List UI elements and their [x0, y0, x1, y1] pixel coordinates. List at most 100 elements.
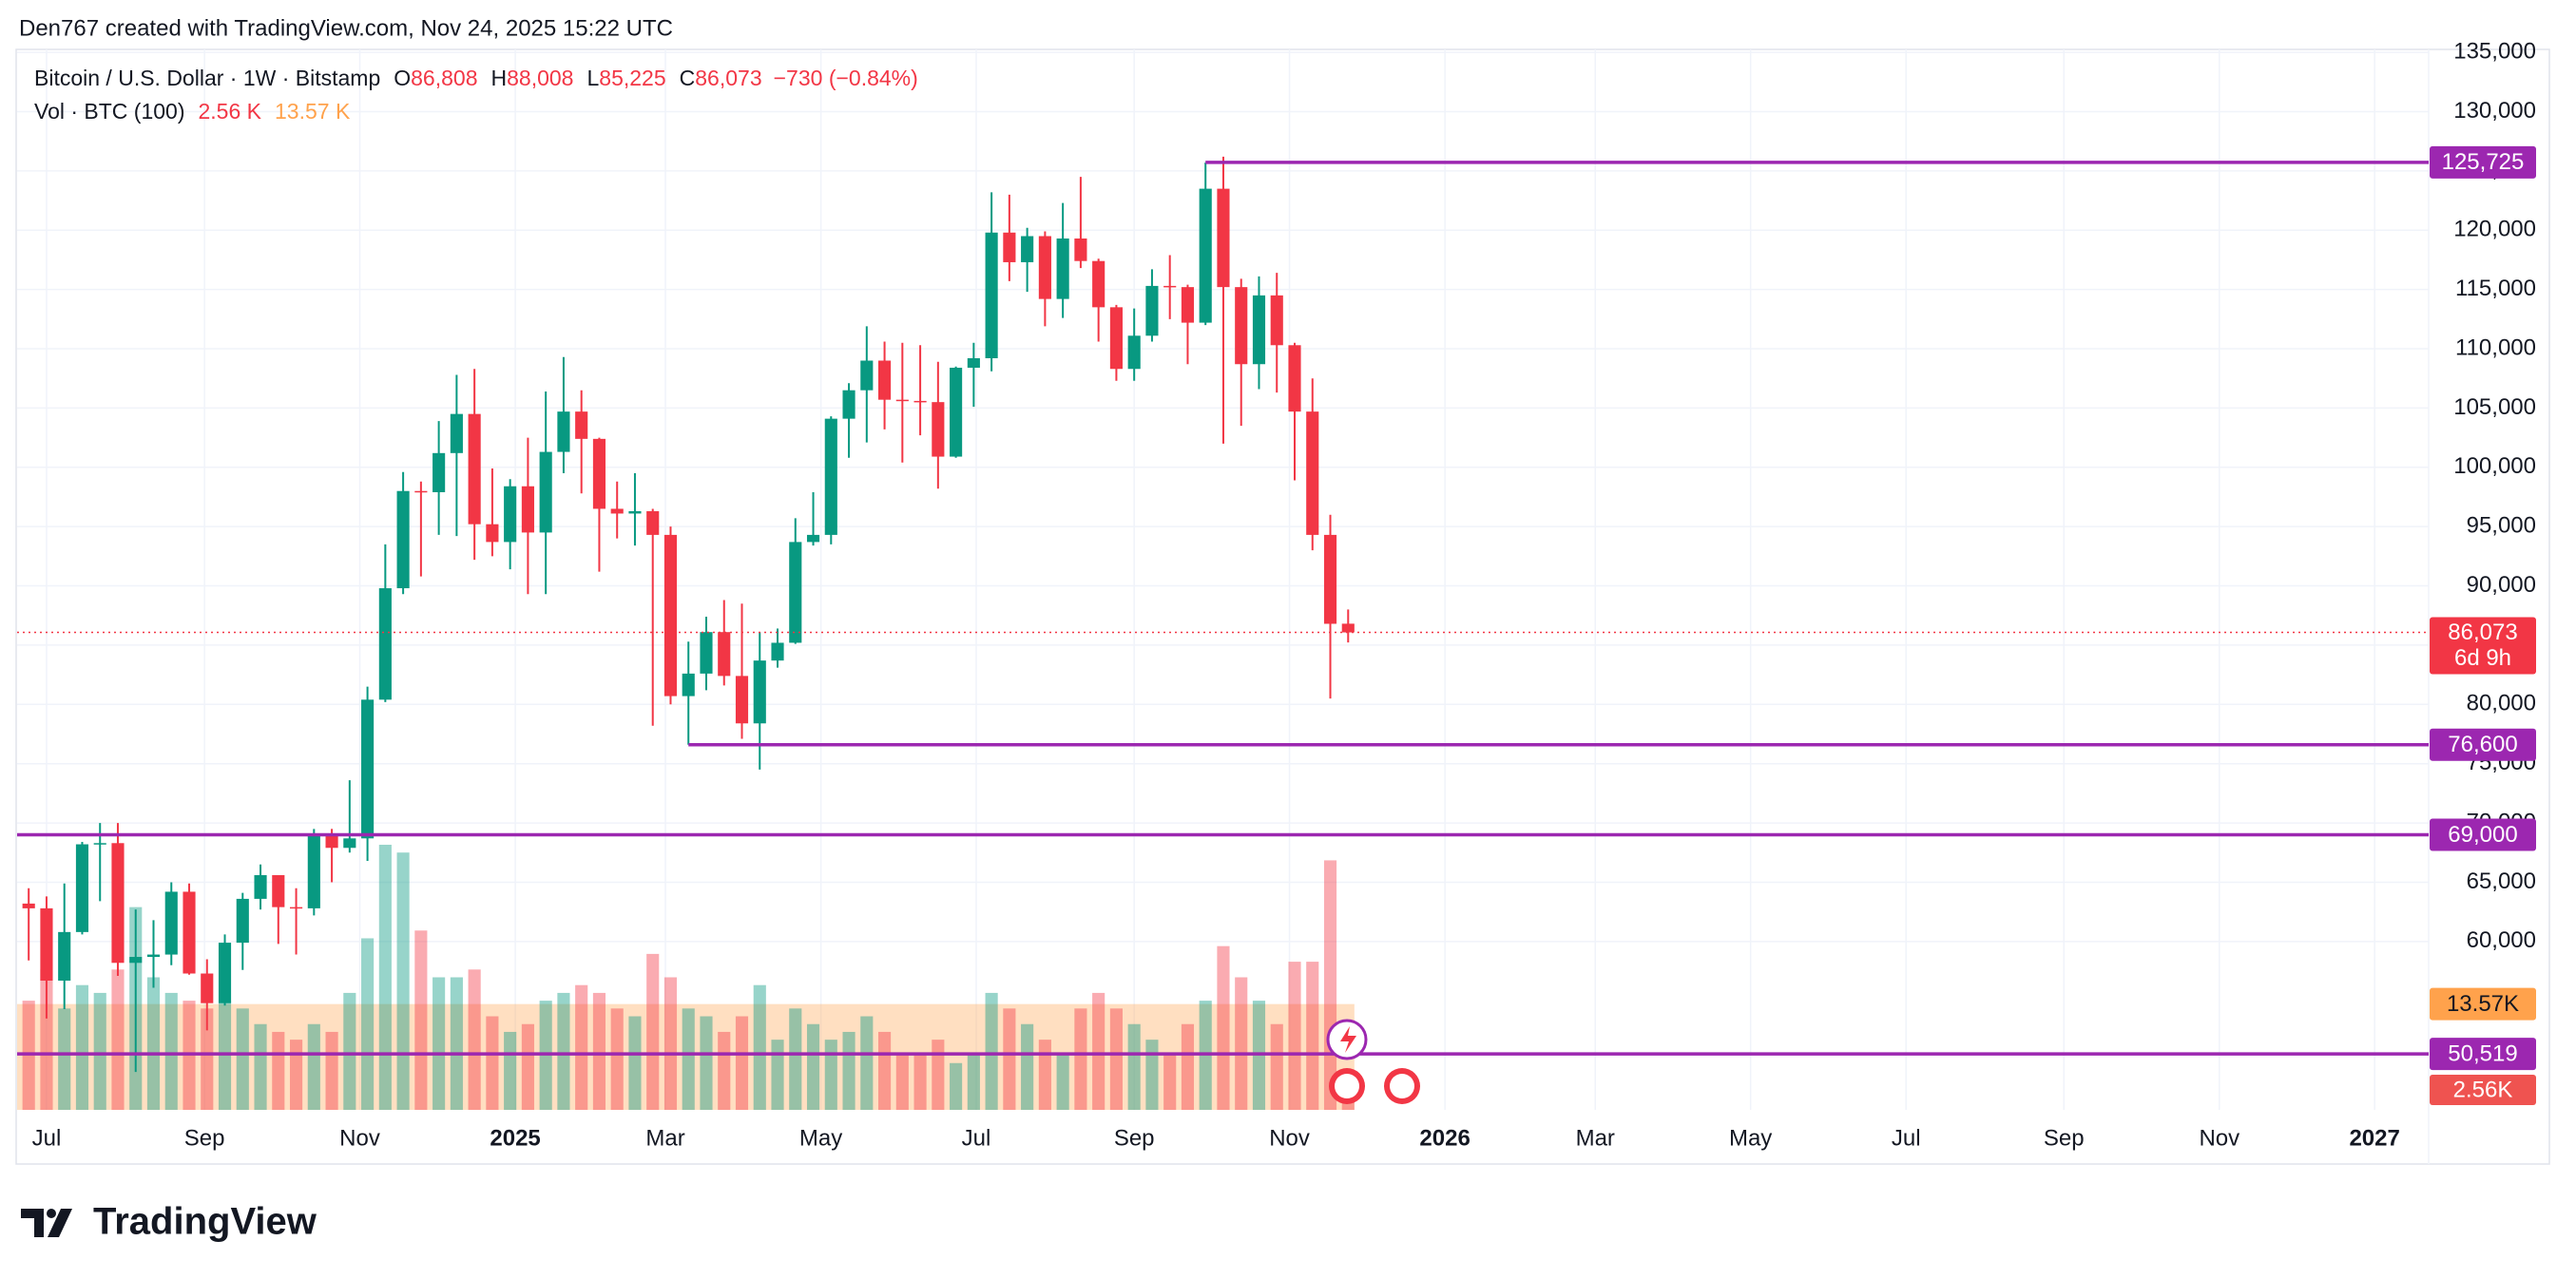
candle-body — [610, 508, 624, 514]
candle-body — [378, 588, 392, 700]
candle-body — [254, 874, 267, 899]
volume-bar — [325, 1031, 338, 1110]
event-icon-inner — [1335, 1074, 1359, 1098]
volume-bar — [646, 953, 660, 1110]
volume-bar — [789, 1008, 802, 1110]
volume-bar — [1235, 977, 1248, 1110]
candle-body — [361, 699, 375, 839]
volume-bar — [468, 969, 481, 1110]
candle-body — [1306, 411, 1319, 535]
candle-body — [396, 490, 410, 589]
volume-bar — [1109, 1008, 1123, 1110]
candle-body — [22, 903, 35, 908]
candle-body — [218, 943, 232, 1003]
candle-body — [1127, 335, 1141, 370]
candle-body — [1270, 295, 1283, 346]
level-label-box — [2430, 145, 2536, 179]
candle-body — [1235, 287, 1248, 365]
y-tick-label: 65,000 — [2467, 869, 2536, 894]
candle-body — [1323, 534, 1337, 624]
candle-body — [433, 452, 446, 492]
y-tick-label: 110,000 — [2455, 334, 2536, 360]
candle-body — [1288, 345, 1301, 412]
candle-body — [486, 524, 499, 543]
candle-body — [735, 676, 749, 724]
candle-body — [932, 402, 945, 457]
x-tick-label: Nov — [339, 1125, 380, 1151]
x-tick-label: 2026 — [1419, 1125, 1470, 1151]
volume-bar — [1217, 945, 1230, 1110]
volume-bar — [682, 1008, 695, 1110]
legend-item: Bitcoin / U.S. Dollar · 1W · Bitstamp — [34, 66, 380, 90]
volume-bar — [753, 984, 766, 1110]
legend-item: C — [680, 66, 696, 90]
legend-item: L — [586, 66, 599, 90]
volume-bar — [396, 852, 410, 1110]
candle-body — [183, 891, 196, 974]
volume-bar — [1038, 1040, 1051, 1110]
volume-bar — [592, 992, 606, 1110]
volume-bar — [307, 1023, 320, 1110]
volume-bar — [93, 992, 106, 1110]
event-icons — [1326, 1019, 1420, 1104]
candle-body — [878, 360, 892, 400]
event-icon-inner — [1390, 1074, 1414, 1098]
candle-body — [895, 399, 909, 402]
candle-body — [628, 510, 642, 514]
volume-bar — [289, 1040, 303, 1110]
volume-bar — [361, 938, 375, 1110]
candle-body — [1163, 285, 1177, 288]
candle-body — [40, 907, 53, 982]
legend-item: O — [394, 66, 411, 90]
level-label: 50,519 — [2448, 1040, 2517, 1066]
volume-bar — [771, 1040, 784, 1110]
level-label: 125,725 — [2442, 149, 2525, 175]
candle-body — [289, 907, 303, 909]
candle-body — [129, 957, 143, 964]
volume-bar — [272, 1031, 285, 1110]
candle-body — [414, 490, 428, 493]
x-tick-label: Sep — [184, 1125, 225, 1151]
x-tick-label: Mar — [1576, 1125, 1615, 1151]
candle-body — [950, 367, 963, 457]
volume-bar — [967, 1055, 980, 1110]
volume-bar — [433, 977, 446, 1110]
volume-bar — [557, 992, 570, 1110]
candle-body — [789, 542, 802, 643]
candle-body — [504, 486, 517, 543]
x-tick-label: Jul — [32, 1125, 62, 1151]
x-tick-label: Sep — [1114, 1125, 1155, 1151]
volume-bar — [58, 1008, 71, 1110]
legend-item: 13.57 K — [275, 99, 351, 124]
candle-body — [93, 843, 106, 845]
y-tick-label: 105,000 — [2453, 394, 2536, 420]
logo-mark — [21, 1209, 72, 1237]
candle-body — [700, 632, 713, 674]
legend-item: Vol · BTC (100) — [34, 99, 185, 124]
volume-bar — [1306, 962, 1319, 1110]
volume-bar — [718, 1031, 731, 1110]
volume-bar — [932, 1040, 945, 1110]
candle-body — [806, 534, 820, 543]
volume-bar — [1003, 1008, 1016, 1110]
volume-bar — [236, 1008, 249, 1110]
level-label-box — [2430, 818, 2536, 851]
y-tick-label: 95,000 — [2467, 513, 2536, 539]
y-tick-label: 100,000 — [2453, 453, 2536, 479]
candle-body — [860, 360, 874, 391]
candle-body — [1056, 238, 1069, 299]
candle-body — [646, 510, 660, 535]
legend-item: 86,808 — [411, 66, 477, 90]
x-axis: Jul Sep Nov 2025 Mar May Jul Sep Nov 2026 Mar May Ju… — [32, 1125, 2400, 1151]
candle-body — [575, 411, 588, 439]
volume-bar — [950, 1062, 963, 1110]
volume-bar — [806, 1023, 820, 1110]
x-tick-label: 2025 — [490, 1125, 540, 1151]
legend-item: 2.56 K — [199, 99, 262, 124]
volume-label: 2.56K — [2453, 1077, 2513, 1102]
volume-bar — [1288, 962, 1301, 1110]
volume-bar — [164, 992, 178, 1110]
volume-bar — [824, 1040, 837, 1110]
